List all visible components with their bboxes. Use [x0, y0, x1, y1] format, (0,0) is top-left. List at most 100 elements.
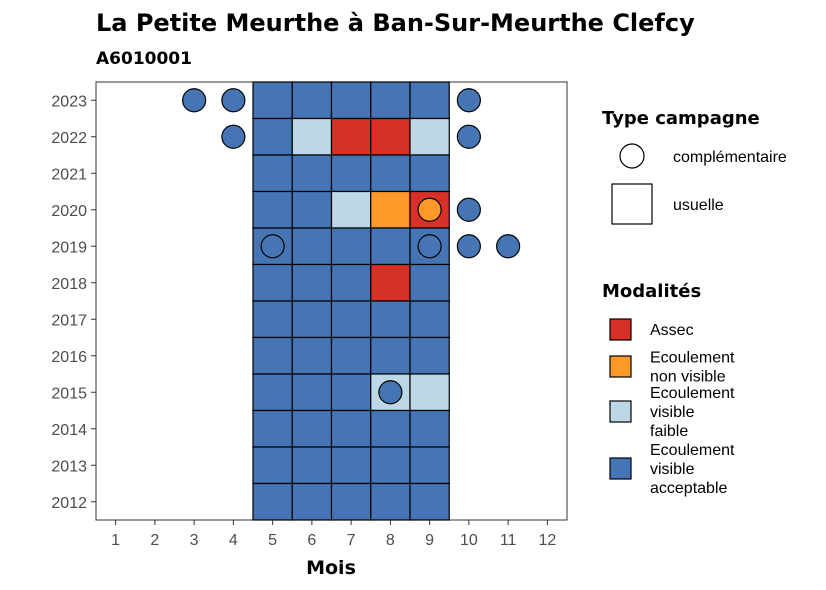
usual-cell [409, 81, 450, 120]
complementary-point [260, 234, 285, 259]
legend-campaign-title: Type campagne [602, 108, 760, 129]
usual-cell [370, 482, 411, 521]
legend-modalities-title: Modalités [602, 281, 701, 302]
usual-cell [409, 409, 450, 448]
usual-cell [252, 263, 293, 302]
complementary-point [456, 88, 481, 113]
y-tick-label: 2018 [51, 276, 87, 293]
legend-circle-key [619, 143, 645, 169]
x-tick-label: 8 [386, 532, 395, 549]
legend-label-faible: Ecoulement visible faible [650, 385, 735, 440]
complementary-campaign-points [182, 88, 521, 405]
usual-cell [330, 446, 372, 485]
usual-cell [291, 300, 333, 339]
usual-cell [370, 81, 411, 120]
x-tick-label: 12 [538, 532, 556, 549]
complementary-point [182, 88, 207, 113]
complementary-point [456, 234, 481, 259]
y-tick-label: 2020 [51, 203, 87, 220]
y-tick-label: 2019 [51, 239, 87, 256]
usual-cell [291, 117, 333, 156]
legend-key-assec [609, 318, 632, 341]
legend-square-key [611, 183, 653, 225]
legend-label-assec: Assec [650, 322, 694, 339]
usual-cell [252, 373, 293, 412]
usual-cell [252, 190, 293, 229]
x-tick-label: 6 [307, 532, 316, 549]
x-tick-label: 7 [347, 532, 356, 549]
usual-cell [409, 300, 450, 339]
usual-cell [330, 154, 372, 193]
x-tick-label: 4 [229, 532, 238, 549]
x-axis: 1 2 3 4 5 6 7 8 9 10 11 12 [111, 520, 556, 549]
usual-cell [252, 154, 293, 193]
complementary-point [417, 234, 442, 259]
complementary-point [221, 124, 246, 149]
usual-cell [330, 263, 372, 302]
legend-label-non_visible: Ecoulement non visible [650, 350, 735, 386]
y-tick-label: 2013 [51, 458, 87, 475]
legend-label-acceptable: Ecoulement visible acceptable [650, 442, 735, 497]
complementary-point [496, 234, 521, 259]
usual-cell [252, 409, 293, 448]
y-tick-label: 2015 [51, 385, 87, 402]
usual-cell [291, 154, 333, 193]
usual-cell [291, 409, 333, 448]
usual-cell [291, 190, 333, 229]
usual-cell [409, 373, 450, 412]
usual-cell [370, 117, 411, 156]
x-tick-label: 2 [150, 532, 159, 549]
chart-subtitle: A6010001 [96, 49, 192, 69]
usual-cell [330, 227, 372, 266]
x-tick-label: 10 [460, 532, 478, 549]
usual-cell [252, 81, 293, 120]
usual-cell [409, 336, 450, 375]
usual-cell [409, 117, 450, 156]
usual-cell [291, 81, 333, 120]
usual-cell [370, 154, 411, 193]
complementary-point [378, 380, 403, 405]
chart-title: La Petite Meurthe à Ban-Sur-Meurthe Clef… [96, 9, 695, 37]
usual-cell [409, 154, 450, 193]
usual-cell [370, 263, 411, 302]
usual-cell [330, 300, 372, 339]
y-tick-label: 2023 [51, 93, 87, 110]
usual-cell [291, 336, 333, 375]
y-tick-label: 2012 [51, 495, 87, 512]
x-tick-label: 9 [425, 532, 434, 549]
usual-cell [330, 81, 372, 120]
y-tick-label: 2022 [51, 130, 87, 147]
legend-key-faible [609, 400, 632, 423]
x-tick-label: 3 [190, 532, 199, 549]
usual-cell [252, 482, 293, 521]
complementary-point [456, 124, 481, 149]
usual-cell [291, 373, 333, 412]
usual-cell [252, 117, 293, 156]
usual-campaign-cells [252, 81, 450, 521]
x-tick-label: 1 [111, 532, 120, 549]
usual-cell [330, 190, 372, 229]
usual-cell [291, 263, 333, 302]
usual-cell [252, 336, 293, 375]
usual-cell [330, 336, 372, 375]
usual-cell [370, 446, 411, 485]
usual-cell [291, 227, 333, 266]
usual-cell [291, 482, 333, 521]
legend-key-acceptable [609, 457, 632, 480]
usual-cell [252, 446, 293, 485]
legend-usuelle-label: usuelle [673, 197, 724, 214]
usual-cell [370, 300, 411, 339]
legend-key-non_visible [609, 355, 632, 378]
usual-cell [330, 482, 372, 521]
usual-cell [370, 227, 411, 266]
usual-cell [409, 263, 450, 302]
y-axis: 2012 2013 2014 2015 2016 2017 2018 2019 2020 2021… [51, 93, 96, 512]
x-tick-label: 5 [268, 532, 277, 549]
usual-cell [370, 336, 411, 375]
complementary-point [221, 88, 246, 113]
usual-cell [370, 409, 411, 448]
legend-campaign-type: Type campagne complémentaire usuelle [602, 108, 787, 225]
y-tick-label: 2014 [51, 422, 87, 439]
